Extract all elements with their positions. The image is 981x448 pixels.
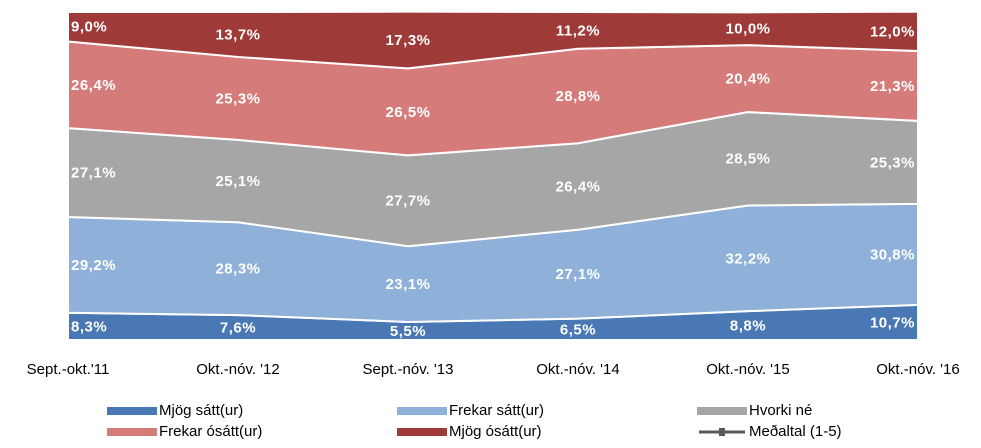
data-label: 10,0%	[725, 21, 770, 38]
data-label: 10,7%	[870, 314, 915, 331]
legend-label: Frekar ósátt(ur)	[159, 423, 262, 440]
legend-label: Hvorki né	[749, 402, 812, 419]
legend-label: Mjög ósátt(ur)	[449, 423, 542, 440]
data-label: 25,3%	[215, 90, 260, 107]
data-label: 32,2%	[725, 250, 770, 267]
data-label: 9,0%	[71, 19, 107, 36]
data-label: 25,1%	[215, 173, 260, 190]
legend-label: Frekar sátt(ur)	[449, 402, 544, 419]
data-label: 29,2%	[71, 257, 116, 274]
data-label: 8,8%	[730, 318, 766, 335]
legend-swatch	[697, 407, 747, 415]
data-label: 27,1%	[555, 266, 600, 283]
legend-swatch	[719, 428, 725, 436]
legend-label: Mjög sátt(ur)	[159, 402, 243, 419]
data-label: 26,4%	[71, 77, 116, 94]
x-tick-label: Okt.-nóv. '15	[706, 361, 789, 378]
legend-label: Meðaltal (1-5)	[749, 423, 842, 440]
data-label: 27,7%	[385, 193, 430, 210]
data-label: 7,6%	[220, 320, 256, 337]
data-label: 11,2%	[556, 22, 600, 39]
data-label: 21,3%	[870, 78, 915, 95]
data-label: 20,4%	[725, 71, 770, 88]
data-label: 6,5%	[560, 321, 596, 338]
data-label: 17,3%	[385, 32, 430, 49]
data-label: 8,3%	[71, 318, 107, 335]
data-label: 26,5%	[385, 104, 430, 121]
x-tick-label: Okt.-nóv. '12	[196, 361, 279, 378]
data-label: 28,3%	[215, 261, 260, 278]
data-label: 28,5%	[725, 151, 770, 168]
x-tick-label: Sept.-nóv. '13	[363, 361, 454, 378]
legend-swatch	[397, 428, 447, 436]
legend-swatch	[107, 428, 157, 436]
x-tick-label: Okt.-nóv. '16	[876, 361, 959, 378]
data-label: 23,1%	[385, 276, 430, 293]
x-tick-label: Okt.-nóv. '14	[536, 361, 619, 378]
data-label: 13,7%	[215, 26, 260, 43]
data-label: 5,5%	[390, 323, 426, 340]
data-label: 27,1%	[71, 165, 116, 182]
data-label: 30,8%	[870, 246, 915, 263]
legend-swatch	[107, 407, 157, 415]
data-label: 28,8%	[555, 88, 600, 105]
x-tick-label: Sept.-okt.'11	[27, 361, 110, 378]
data-label: 26,4%	[555, 178, 600, 195]
area	[67, 10, 919, 70]
data-label: 25,3%	[870, 154, 915, 171]
legend-swatch	[397, 407, 447, 415]
data-label: 12,0%	[870, 23, 915, 40]
